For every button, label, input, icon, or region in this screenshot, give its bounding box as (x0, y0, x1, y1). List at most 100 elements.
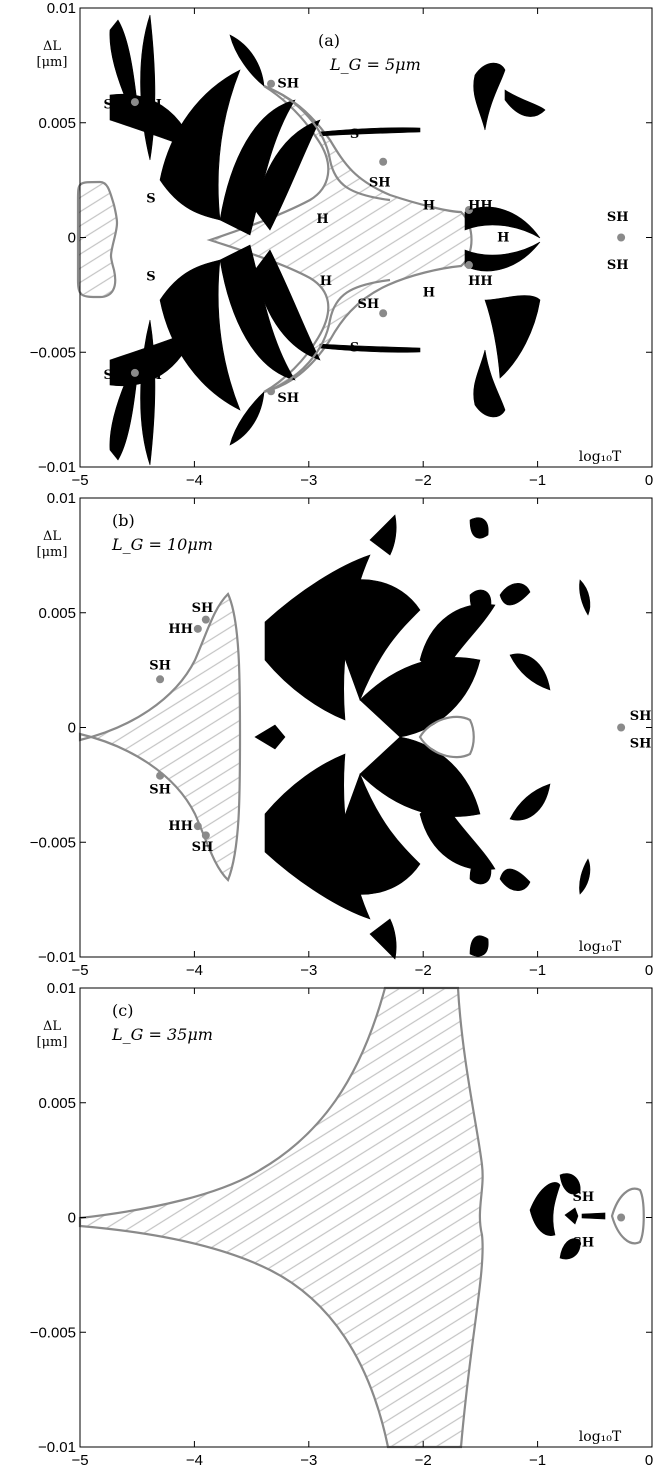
chaotic-cloud-3 (564, 1207, 579, 1225)
chaotic-cloud-3 (319, 773, 421, 895)
bifurcation-annotation: HH (168, 622, 193, 637)
chaotic-cloud-4 (140, 319, 156, 466)
stable-region-1 (206, 84, 473, 394)
x-tick-label: 0 (645, 1452, 653, 1469)
chaotic-cloud-20 (509, 783, 551, 821)
chaotic-cloud-19 (464, 241, 541, 272)
x-tick-label: −1 (529, 1452, 546, 1469)
y-axis-unit: [μm] (37, 55, 68, 70)
bifurcation-annotation: S (146, 270, 155, 285)
stable-region-0 (76, 180, 119, 299)
bifurcation-annotation: SH (357, 297, 379, 312)
bifurcation-point (193, 624, 202, 633)
y-axis-label: ΔL (43, 1019, 61, 1034)
bifurcation-annotation: SH (369, 175, 391, 190)
x-tick-label: −3 (300, 1452, 317, 1469)
chaotic-cloud-1 (559, 1173, 581, 1195)
x-tick-label: −2 (415, 472, 432, 489)
bifurcation-point (193, 822, 202, 831)
stable-region-0 (78, 986, 484, 1449)
bifurcation-point (464, 205, 473, 214)
chaotic-cloud-5 (359, 736, 481, 817)
chaotic-cloud-2 (319, 579, 421, 701)
parameter-label: L_G = 35μm (111, 1025, 213, 1044)
bifurcation-curve-0 (610, 1187, 645, 1245)
bifurcation-point (464, 261, 473, 270)
bifurcation-annotation: S (350, 341, 359, 356)
y-tick-label: −0.01 (38, 459, 76, 476)
bifurcation-annotation: H (320, 274, 332, 289)
y-tick-label: 0.01 (47, 0, 76, 17)
x-tick-label: −5 (71, 962, 88, 979)
x-axis-label: log₁₀T (579, 939, 622, 955)
bifurcation-point (201, 831, 210, 840)
stable-region-0 (78, 592, 242, 882)
bifurcation-annotation: SH (192, 840, 214, 855)
chaotic-cloud-6 (369, 514, 397, 556)
bifurcation-point (379, 157, 388, 166)
chaotic-cloud-7 (369, 918, 397, 960)
bifurcation-annotation: SH (103, 368, 125, 383)
chaotic-cloud-4 (359, 657, 481, 738)
bifurcation-annotation: SH (607, 258, 629, 273)
bifurcation-point (156, 675, 165, 684)
x-tick-label: −2 (415, 1452, 432, 1469)
parameter-label: L_G = 10μm (111, 535, 213, 554)
bifurcation-annotation: SH (140, 368, 162, 383)
y-tick-label: −0.005 (30, 1324, 76, 1341)
bifurcation-annotation: HH (468, 274, 493, 289)
bifurcation-annotation: S (350, 127, 359, 142)
y-tick-label: 0.01 (47, 490, 76, 507)
bifurcation-annotation: SH (277, 77, 299, 92)
bifurcation-annotation: SH (573, 1190, 595, 1205)
panel-c: −5 −4 −3 −2 −1 0 0.01 0.005 0 −0.005 −0.01 ΔL[μm] lo… (30, 980, 653, 1469)
bifurcation-annotation: SH (277, 391, 299, 406)
chaotic-cloud-15 (319, 343, 421, 353)
chaotic-cloud-10 (254, 119, 321, 231)
x-axis-label: log₁₀T (579, 1429, 622, 1445)
bifurcation-point (617, 723, 626, 732)
y-tick-label: −0.01 (38, 1439, 76, 1456)
bifurcation-annotation: H (423, 286, 435, 301)
chaotic-cloud-16 (579, 858, 591, 895)
y-tick-label: −0.005 (30, 834, 76, 851)
bifurcation-curve-0 (263, 84, 391, 202)
bifurcation-point (130, 98, 139, 107)
chaotic-cloud-17 (419, 603, 496, 681)
panel-a: −5 −4 −3 −2 −1 0 0.01 0.005 0 −0.005 −0.01 ΔL[μm] lo… (30, 0, 653, 489)
chaotic-cloud-20 (484, 295, 541, 379)
bifurcation-curve-0 (418, 715, 475, 759)
bifurcation-annotation: SH (149, 782, 171, 797)
chaotic-cloud-13 (469, 517, 489, 539)
x-tick-label: −1 (529, 962, 546, 979)
bifurcation-point (379, 309, 388, 318)
y-tick-label: 0 (68, 230, 76, 247)
panel-label: (b) (112, 511, 135, 530)
x-tick-label: −3 (300, 472, 317, 489)
panel-b: −5 −4 −3 −2 −1 0 0.01 0.005 0 −0.005 −0.01 ΔL[μm] lo… (30, 490, 653, 979)
chaotic-cloud-17 (473, 349, 506, 418)
chaotic-cloud-4 (581, 1212, 606, 1220)
x-axis-label: log₁₀T (579, 449, 622, 465)
bifurcation-annotation: H (497, 231, 509, 246)
x-tick-label: −1 (529, 472, 546, 489)
chaotic-cloud-21 (504, 89, 546, 117)
chaotic-cloud-6 (159, 69, 241, 221)
panel-label: (c) (112, 1001, 133, 1020)
chaotic-cloud-19 (509, 653, 551, 691)
chaotic-cloud-2 (559, 1238, 581, 1260)
parameter-label: L_G = 5μm (329, 55, 421, 74)
bifurcation-point (130, 368, 139, 377)
x-tick-label: −5 (71, 1452, 88, 1469)
bifurcation-annotation: SH (607, 210, 629, 225)
x-tick-label: −4 (186, 1452, 203, 1469)
bifurcation-annotation: SH (630, 737, 652, 752)
chaotic-cloud-16 (473, 62, 506, 131)
chaotic-cloud-15 (579, 579, 591, 616)
bifurcation-annotation: SH (573, 1236, 595, 1251)
chaotic-cloud-8 (254, 724, 286, 750)
panel-label: (a) (318, 31, 340, 50)
chaotic-cloud-7 (159, 259, 241, 411)
chaotic-cloud-1 (140, 14, 156, 161)
bifurcation-annotation: SH (103, 97, 125, 112)
